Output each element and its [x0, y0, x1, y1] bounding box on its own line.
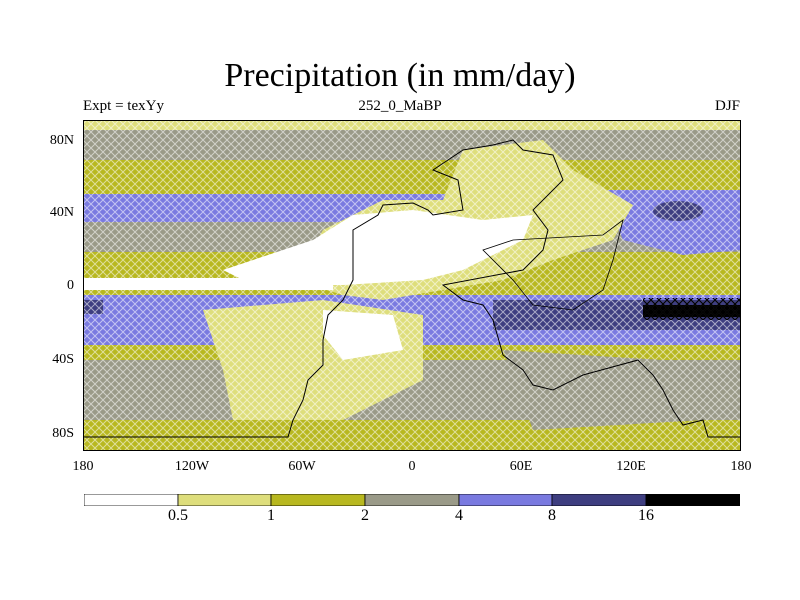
- colorbar: [84, 494, 740, 506]
- colorbar-box-2: [270, 494, 366, 506]
- colorbar-box-6: [645, 494, 740, 506]
- colorbar-box-3: [364, 494, 460, 506]
- period-label: 252_0_MaBP: [358, 98, 442, 114]
- colorbar-label-0: 0.5: [168, 507, 188, 524]
- colorbar-box-0: [84, 494, 179, 506]
- colorbar-label-5: 16: [638, 507, 654, 524]
- colorbar-box-5: [551, 494, 647, 506]
- colorbar-label-4: 8: [548, 507, 556, 524]
- y-tick-0: 0: [67, 278, 74, 293]
- colorbar-box-1: [177, 494, 272, 506]
- precipitation-map: [83, 120, 741, 451]
- land-outline: [83, 139, 741, 438]
- x-tick-60e: 60E: [509, 459, 533, 474]
- x-tick-60w: 60W: [288, 459, 316, 474]
- x-tick-0: 0: [408, 459, 416, 474]
- x-tick-180w: 180: [72, 459, 94, 474]
- experiment-label: Expt = texYy: [83, 98, 164, 114]
- map-frame: [83, 120, 741, 451]
- y-tick-40n: 40N: [49, 205, 74, 220]
- colorbar-label-1: 1: [267, 507, 275, 524]
- y-tick-80n: 80N: [49, 133, 74, 148]
- y-tick-40s: 40S: [52, 352, 74, 367]
- colorbar-label-3: 4: [455, 507, 463, 524]
- x-tick-120w: 120W: [174, 459, 210, 474]
- colorbar-label-2: 2: [361, 507, 369, 524]
- inner-outline: [482, 219, 624, 311]
- hatch-dark: [643, 298, 741, 320]
- map-title: Precipitation (in mm/day): [224, 57, 576, 94]
- colorbar-box-4: [458, 494, 553, 506]
- x-tick-120e: 120E: [616, 459, 646, 474]
- y-tick-80s: 80S: [52, 426, 74, 441]
- hatch-overlay: [83, 120, 741, 451]
- season-label: DJF: [714, 98, 740, 114]
- x-tick-180e: 180: [730, 459, 752, 474]
